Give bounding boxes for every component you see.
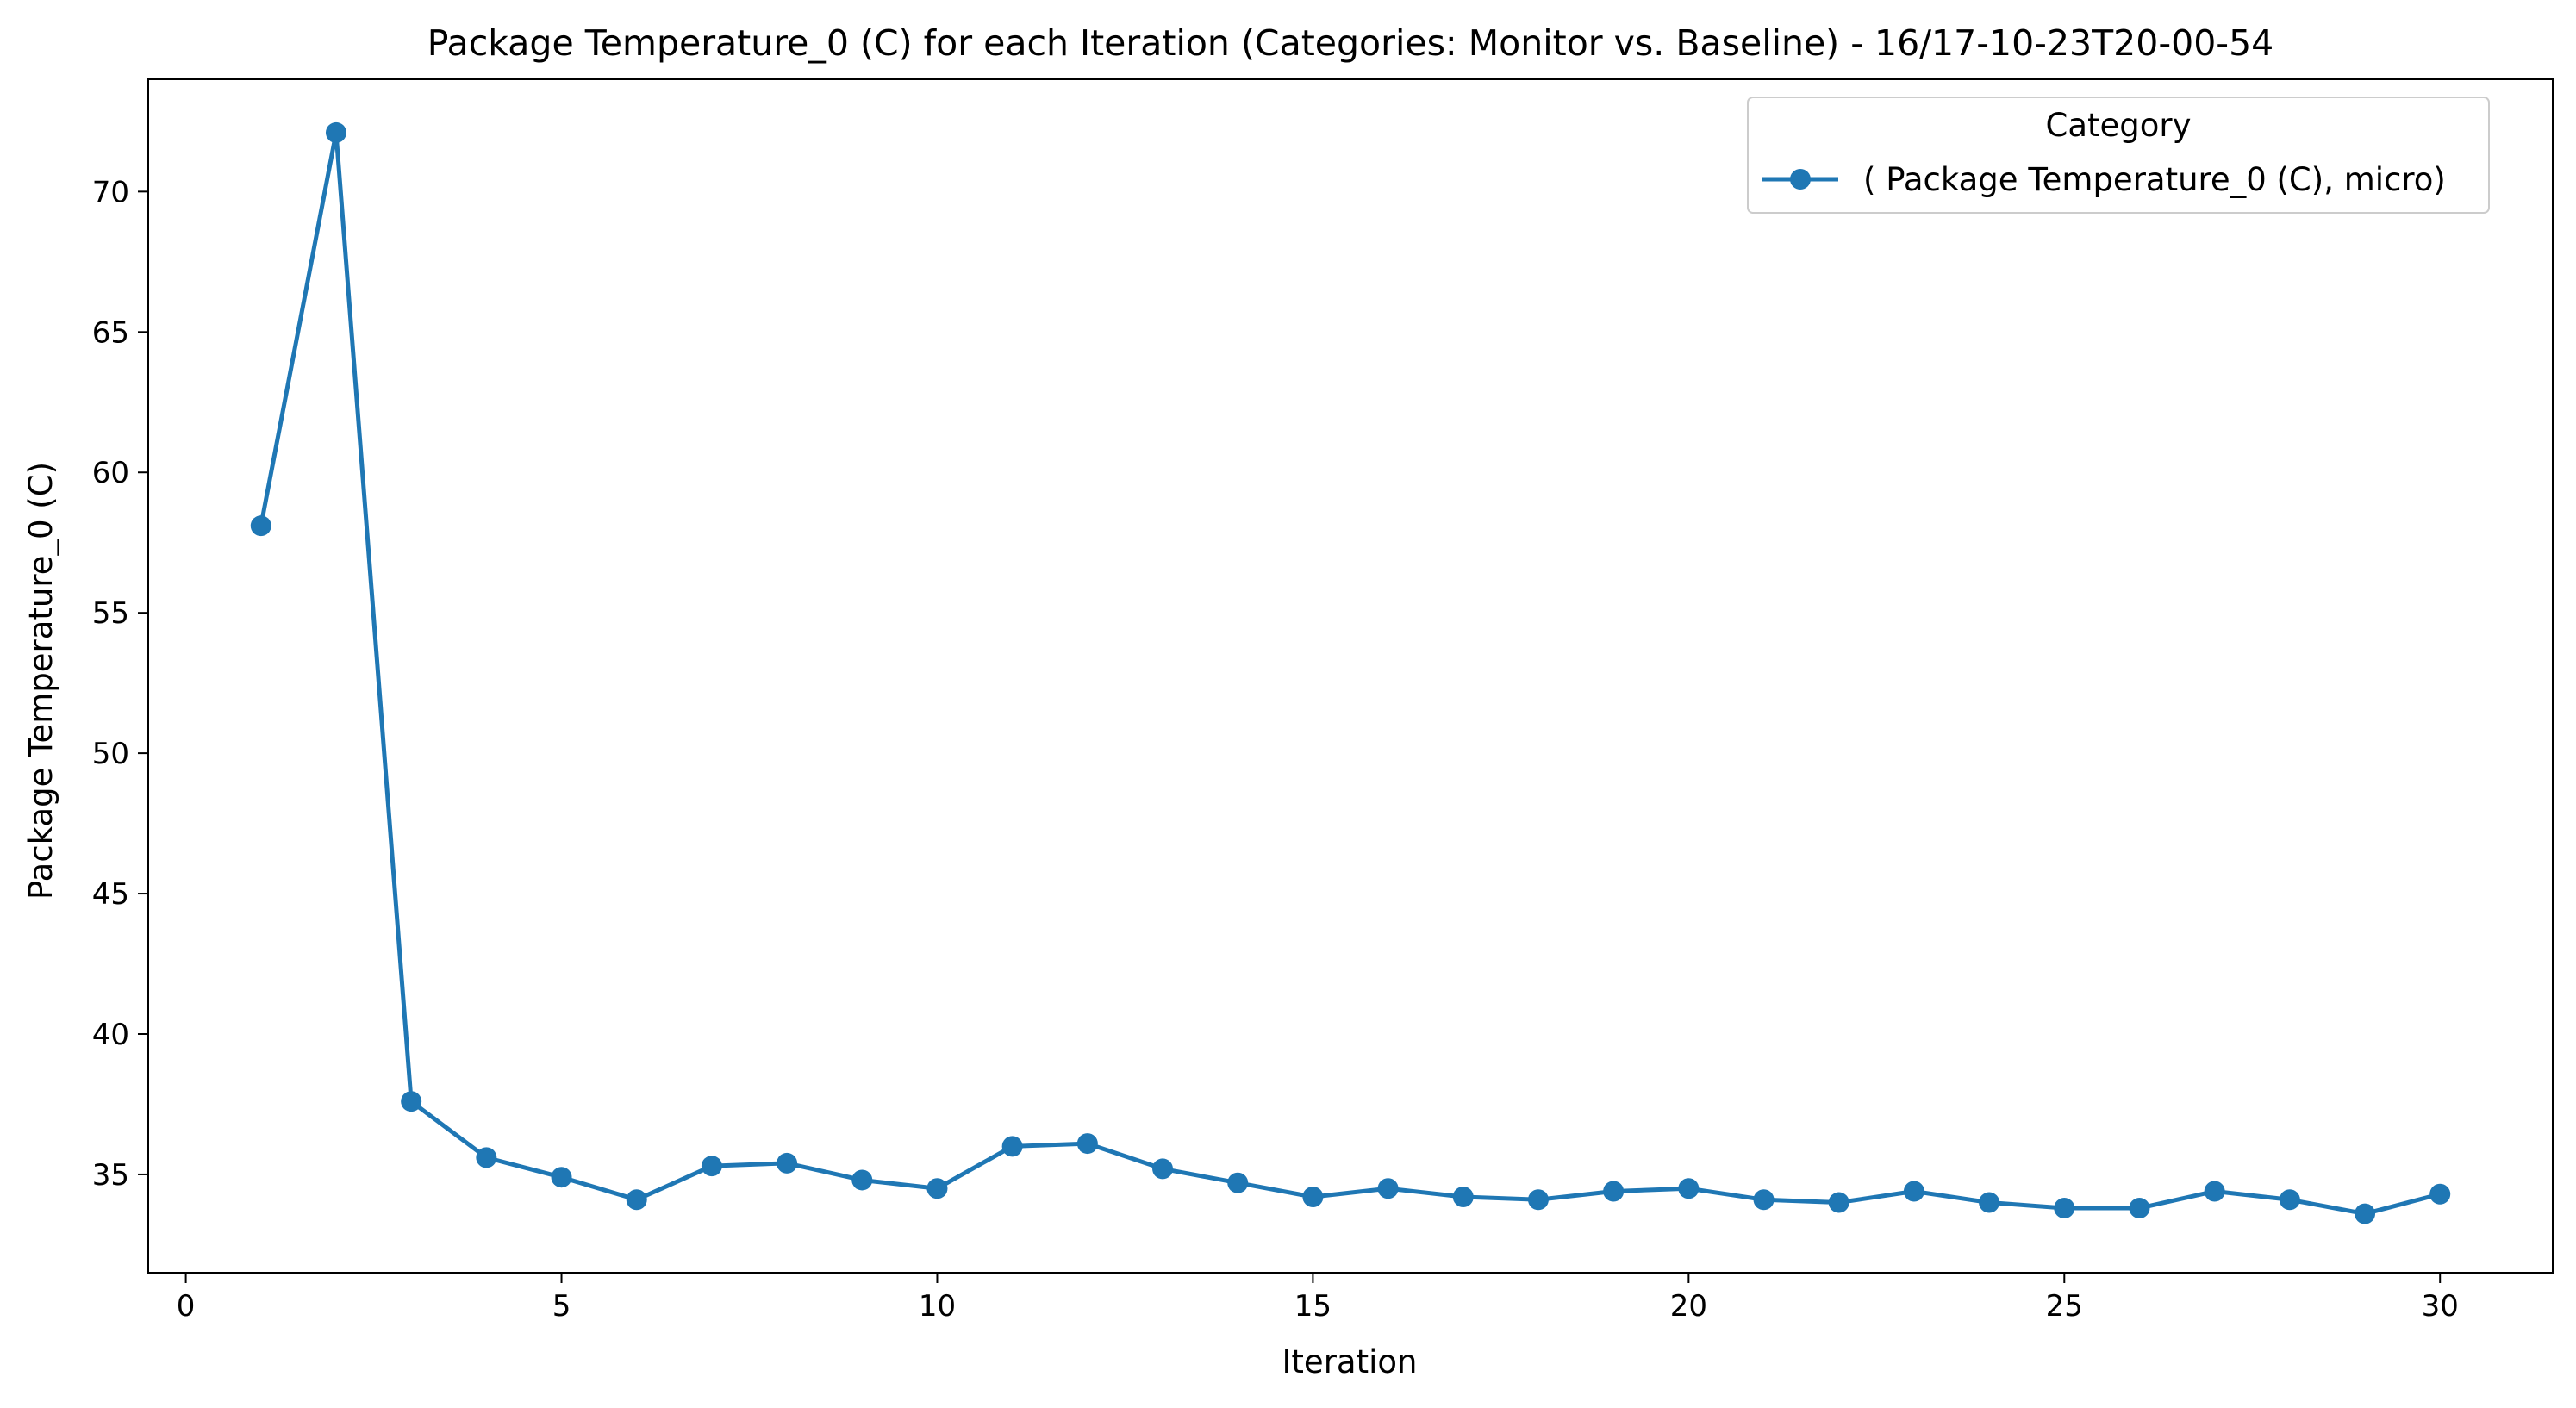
data-point xyxy=(2054,1198,2075,1219)
legend-marker-sample xyxy=(1790,169,1811,190)
y-tick-label: 45 xyxy=(92,877,129,912)
plot-frame xyxy=(147,78,2554,1274)
legend[interactable]: Category ( Package Temperature_0 (C), mi… xyxy=(1747,97,2490,214)
data-point xyxy=(851,1169,873,1191)
data-point xyxy=(476,1147,497,1168)
data-point xyxy=(1828,1192,1849,1213)
data-point xyxy=(250,515,271,537)
data-point xyxy=(1001,1136,1023,1157)
data-point xyxy=(1152,1158,1174,1180)
data-point xyxy=(551,1167,572,1188)
series-line xyxy=(259,130,2441,1217)
y-tick-label: 70 xyxy=(92,175,129,209)
x-tick-label: 15 xyxy=(1294,1289,1332,1324)
data-point xyxy=(2429,1183,2451,1205)
x-tick-label: 10 xyxy=(919,1289,956,1324)
x-tick-label: 30 xyxy=(2422,1289,2459,1324)
x-tick-label: 20 xyxy=(1670,1289,1707,1324)
data-point xyxy=(777,1152,798,1174)
data-point xyxy=(2204,1181,2225,1202)
chart-title: Package Temperature_0 (C) for each Itera… xyxy=(427,22,2274,64)
y-tick-label: 55 xyxy=(92,596,129,631)
data-point xyxy=(1302,1187,1324,1208)
legend-series-label: ( Package Temperature_0 (C), micro) xyxy=(1863,161,2446,198)
data-point xyxy=(1076,1133,1098,1155)
data-point xyxy=(626,1189,647,1211)
data-point xyxy=(1377,1178,1399,1199)
y-tick-label: 50 xyxy=(92,737,129,771)
y-tick-label: 40 xyxy=(92,1018,129,1052)
y-axis: 35 40 45 50 55 60 65 70 xyxy=(92,175,148,1193)
series-layer xyxy=(250,121,2451,1224)
legend-title: Category xyxy=(2045,107,2191,144)
plot-area xyxy=(147,78,2554,1274)
data-point xyxy=(1979,1192,2000,1213)
y-tick-label: 35 xyxy=(92,1158,129,1193)
legend-box xyxy=(1747,97,2490,214)
y-axis-label: Package Temperature_0 (C) xyxy=(22,462,59,900)
data-point xyxy=(2129,1198,2150,1219)
data-point xyxy=(1903,1181,1924,1202)
data-point xyxy=(2279,1189,2300,1211)
data-point xyxy=(1603,1181,1625,1202)
data-point xyxy=(1227,1172,1249,1193)
data-point xyxy=(701,1156,722,1177)
data-point xyxy=(1678,1178,1700,1199)
x-tick-label: 0 xyxy=(177,1289,196,1324)
x-tick-label: 25 xyxy=(2046,1289,2083,1324)
y-tick-label: 65 xyxy=(92,315,129,350)
data-point xyxy=(1753,1189,1775,1211)
x-axis-label: Iteration xyxy=(1282,1343,1418,1380)
data-point xyxy=(2355,1203,2376,1224)
data-point xyxy=(325,121,346,143)
data-point xyxy=(1452,1187,1474,1208)
x-axis: 0 5 10 15 20 25 30 xyxy=(177,1273,2459,1324)
data-point xyxy=(926,1178,948,1199)
data-point xyxy=(1527,1189,1549,1211)
data-point xyxy=(401,1091,422,1112)
y-tick-label: 60 xyxy=(92,456,129,490)
x-tick-label: 5 xyxy=(552,1289,571,1324)
